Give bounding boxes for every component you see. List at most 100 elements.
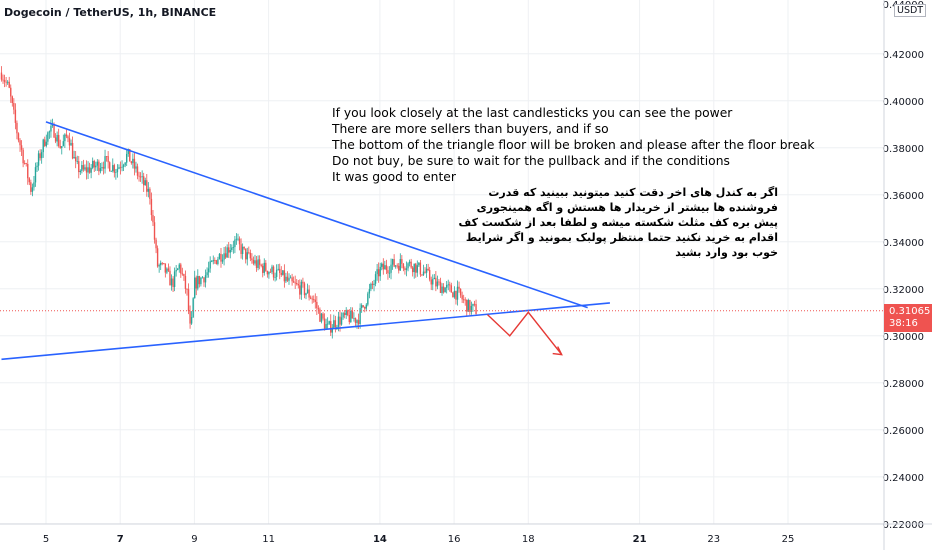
persian-annotation-line: اگر به کندل های اخر دقت کنید میتونید ببی… <box>488 186 778 199</box>
candle-body <box>23 163 26 165</box>
candle-body <box>436 281 439 287</box>
english-annotation-line: It was good to enter <box>332 170 456 184</box>
candle-body <box>20 145 23 150</box>
candle-body <box>472 303 474 306</box>
candle-body <box>297 284 299 286</box>
candle-body <box>161 262 163 264</box>
candle-body <box>313 299 315 301</box>
candle-body <box>144 180 146 186</box>
candle-body <box>48 131 51 133</box>
y-tick-label: 0.28000 <box>883 379 924 390</box>
candle-body <box>257 259 259 268</box>
candle-body <box>394 265 397 267</box>
last-price-value: 0.31065 <box>889 306 931 317</box>
candle-body <box>399 259 402 271</box>
candle-body <box>218 253 221 260</box>
candle-body <box>153 222 156 240</box>
candle-body <box>122 165 125 167</box>
candle-body <box>323 318 326 329</box>
y-tick-label: 0.42000 <box>883 50 924 61</box>
last-price-tag: 0.31065 38:16 <box>884 304 932 332</box>
candle-body <box>289 277 292 279</box>
arrow-head <box>552 346 563 356</box>
candle-body <box>333 320 335 328</box>
x-tick-label: 16 <box>448 534 461 545</box>
candle-body <box>64 134 66 142</box>
candle-body <box>453 290 456 298</box>
candle-body <box>326 323 329 325</box>
candle-body <box>416 265 419 273</box>
candle-body <box>146 180 148 192</box>
candle-body <box>320 313 323 322</box>
candle-body <box>408 261 411 264</box>
candle-body <box>401 259 403 264</box>
candle-body <box>309 297 312 299</box>
candle-body <box>439 281 442 294</box>
candle-body <box>364 306 366 309</box>
candle-body <box>292 281 295 283</box>
candle-body <box>458 286 460 289</box>
candle-body <box>150 198 153 216</box>
candle-body <box>190 317 193 324</box>
candle-body <box>271 266 273 273</box>
candle-body <box>224 253 227 258</box>
candle-body <box>107 156 109 163</box>
candle-body <box>419 262 422 275</box>
candle-body <box>22 149 24 164</box>
candle-body <box>374 274 377 284</box>
candle-body <box>291 277 293 282</box>
candle-body <box>234 239 236 248</box>
candle-body <box>282 270 284 275</box>
candle-body <box>377 269 380 277</box>
candle-body <box>62 141 65 147</box>
candle-body <box>119 167 122 169</box>
candle-body <box>466 299 468 312</box>
currency-unit-label[interactable]: USDT <box>894 4 927 17</box>
candle-body <box>296 283 298 285</box>
candle-body <box>449 284 451 286</box>
y-tick-label: 0.38000 <box>883 144 924 155</box>
candle-body <box>228 247 230 253</box>
candle-body <box>243 246 245 249</box>
candle-body <box>19 140 21 146</box>
candle-body <box>173 271 176 287</box>
candle-body <box>164 263 167 273</box>
candle-body <box>98 161 100 172</box>
candle-body <box>78 161 80 173</box>
candle-body <box>390 264 392 273</box>
candle-body <box>308 289 310 298</box>
candle-body <box>34 167 37 183</box>
candle-body <box>384 265 386 270</box>
candle-body <box>268 271 270 275</box>
candle-body <box>421 274 423 276</box>
candle-body <box>283 270 286 282</box>
candle-body <box>8 81 10 88</box>
candle-body <box>129 149 131 162</box>
candle-body <box>172 278 174 287</box>
candle-body <box>428 270 431 280</box>
candle-body <box>221 259 224 262</box>
candle-body <box>197 276 199 289</box>
candle-body <box>121 166 123 168</box>
candle-body <box>194 277 196 299</box>
trendline-lower <box>1 302 610 361</box>
candle-body <box>186 288 188 290</box>
candle-body <box>405 268 408 270</box>
candle-body <box>156 248 159 267</box>
candle-body <box>74 157 77 162</box>
candle-body <box>91 160 94 168</box>
candle-body <box>302 281 304 284</box>
candle-body <box>214 260 216 261</box>
candle-body <box>211 261 213 263</box>
x-tick-label: 11 <box>262 534 275 545</box>
x-tick-label: 9 <box>191 534 197 545</box>
candle-body <box>139 176 142 178</box>
candle-body <box>246 252 248 260</box>
candle-body <box>215 260 218 265</box>
candle-body <box>108 162 111 172</box>
candle-body <box>223 253 225 260</box>
candle-body <box>322 313 324 319</box>
candle-body <box>353 317 355 319</box>
candle-body <box>357 320 360 324</box>
